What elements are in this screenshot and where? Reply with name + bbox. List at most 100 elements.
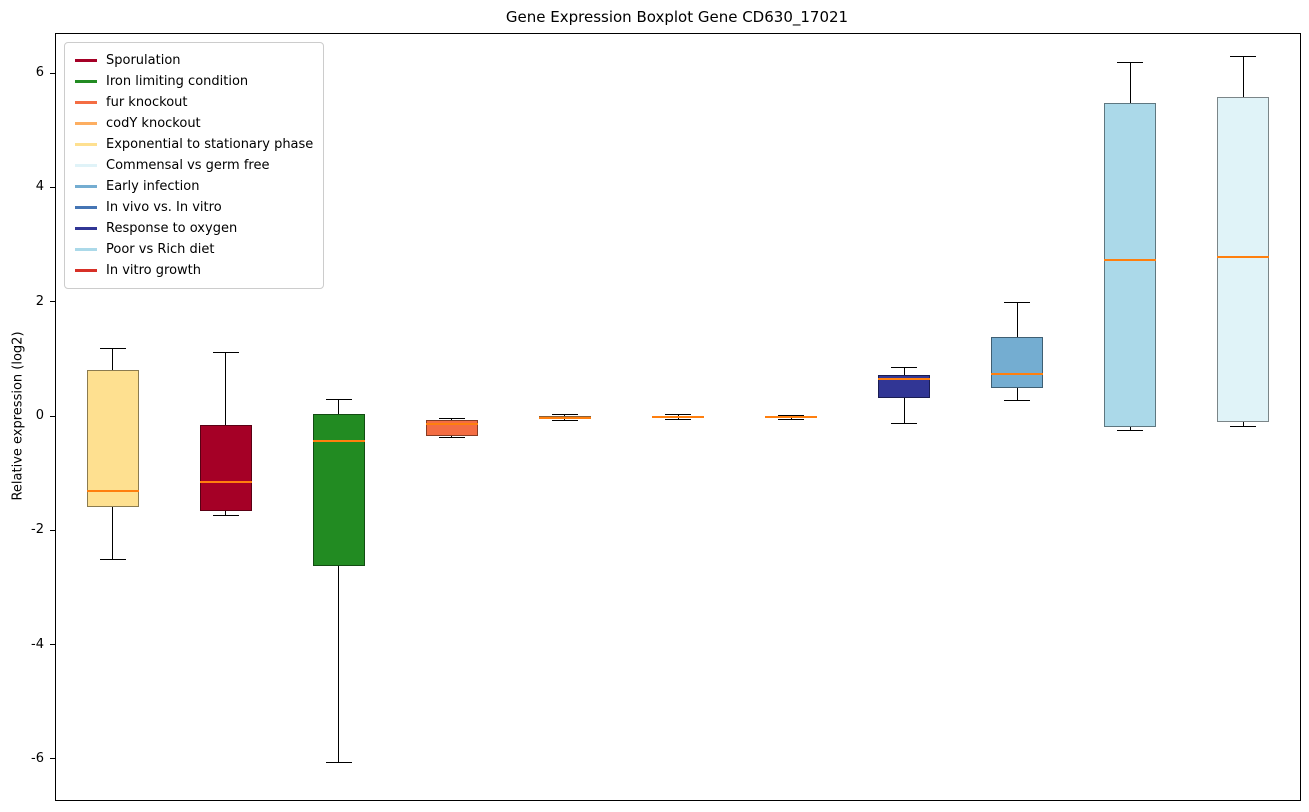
- legend-label: In vivo vs. In vitro: [106, 200, 222, 215]
- y-tick-mark: [50, 301, 55, 303]
- median-line: [538, 416, 591, 419]
- y-tick-label: 6: [35, 65, 44, 80]
- whisker-upper: [338, 399, 340, 415]
- legend-swatch: [75, 164, 97, 167]
- legend-swatch: [75, 269, 97, 272]
- whisker-cap-lower: [325, 762, 352, 764]
- legend-label: fur knockout: [106, 95, 188, 110]
- legend-swatch: [75, 206, 97, 209]
- median-line: [425, 422, 478, 425]
- legend-label: Exponential to stationary phase: [106, 137, 314, 152]
- whisker-cap-lower: [1230, 426, 1257, 428]
- whisker-cap-upper: [1004, 302, 1031, 304]
- whisker-cap-lower: [1117, 430, 1144, 432]
- whisker-lower: [1242, 422, 1244, 427]
- y-tick-label: 2: [35, 293, 44, 309]
- legend-swatch: [75, 185, 97, 188]
- median-line: [86, 490, 139, 493]
- whisker-upper: [112, 348, 114, 371]
- median-line: [1217, 255, 1270, 258]
- legend-item: Poor vs Rich diet: [75, 239, 313, 260]
- y-tick-label: -2: [31, 522, 44, 538]
- legend-swatch: [75, 227, 97, 230]
- whisker-lower: [1129, 426, 1131, 431]
- whisker-cap-lower: [438, 437, 465, 439]
- whisker-cap-lower: [212, 514, 239, 516]
- box-poor-vs-rich-diet: [1104, 102, 1157, 427]
- y-tick-label: 0: [35, 408, 44, 423]
- y-tick-mark: [50, 644, 55, 646]
- legend-item: codY knockout: [75, 113, 313, 134]
- whisker-cap-lower: [778, 419, 805, 421]
- whisker-cap-lower: [551, 419, 578, 421]
- box-sporulation: [199, 425, 252, 512]
- legend-swatch: [75, 122, 97, 125]
- legend-item: fur knockout: [75, 92, 313, 113]
- legend-label: Early infection: [106, 179, 200, 194]
- whisker-lower: [903, 398, 905, 424]
- whisker-cap-lower: [99, 559, 126, 561]
- legend-label: Response to oxygen: [106, 221, 238, 236]
- whisker-lower: [112, 506, 114, 560]
- box-commensal-vs-germ-free: [1217, 96, 1270, 423]
- whisker-upper: [225, 352, 227, 425]
- whisker-lower: [338, 565, 340, 763]
- legend-label: Poor vs Rich diet: [106, 242, 215, 257]
- y-tick-label: 4: [35, 179, 44, 195]
- legend-swatch: [75, 59, 97, 62]
- whisker-cap-upper: [891, 366, 918, 368]
- legend: Sporulation Iron limiting condition fur kn…: [64, 42, 325, 289]
- whisker-cap-upper: [99, 347, 126, 349]
- whisker-cap-lower: [665, 419, 691, 421]
- whisker-cap-lower: [891, 423, 918, 425]
- whisker-lower: [564, 418, 566, 421]
- legend-item: Commensal vs germ free: [75, 155, 313, 176]
- legend-label: Sporulation: [106, 53, 181, 68]
- y-tick-label: -6: [31, 750, 44, 766]
- whisker-cap-upper: [551, 414, 578, 416]
- whisker-cap-lower: [1004, 400, 1031, 402]
- whisker-upper: [1016, 302, 1018, 337]
- y-tick-mark: [50, 72, 55, 74]
- plot-area: Sporulation Iron limiting condition fur kn…: [55, 33, 1301, 801]
- y-tick-mark: [50, 415, 55, 417]
- y-tick-mark: [50, 758, 55, 760]
- box-exponential-to-stationary-phase: [86, 370, 139, 507]
- legend-label: Iron limiting condition: [106, 74, 249, 89]
- box-response-to-oxygen: [878, 375, 931, 399]
- whisker-cap-upper: [438, 418, 465, 420]
- legend-item: Sporulation: [75, 50, 313, 71]
- median-line: [312, 440, 365, 442]
- legend-label: Commensal vs germ free: [106, 158, 270, 173]
- box-early-infection: [991, 336, 1044, 389]
- whisker-cap-upper: [325, 399, 352, 401]
- y-tick-mark: [50, 529, 55, 531]
- legend-item: Iron limiting condition: [75, 71, 313, 92]
- whisker-lower: [225, 511, 227, 516]
- whisker-upper: [903, 367, 905, 376]
- whisker-lower: [1016, 388, 1018, 401]
- legend-swatch: [75, 101, 97, 104]
- legend-swatch: [75, 143, 97, 146]
- whisker-lower: [790, 418, 792, 420]
- legend-swatch: [75, 248, 97, 251]
- legend-label: codY knockout: [106, 116, 201, 131]
- y-tick-label: -4: [31, 636, 44, 652]
- whisker-upper: [1242, 56, 1244, 97]
- whisker-lower: [451, 435, 453, 438]
- chart-title: Gene Expression Boxplot Gene CD630_17021: [505, 8, 849, 26]
- whisker-cap-upper: [1117, 62, 1144, 64]
- whisker-lower: [677, 418, 679, 420]
- whisker-cap-upper: [778, 414, 805, 416]
- legend-item: In vitro growth: [75, 260, 313, 281]
- y-tick-mark: [50, 186, 55, 188]
- median-line: [765, 416, 818, 418]
- whisker-upper: [451, 418, 453, 421]
- median-line: [991, 372, 1044, 375]
- legend-item: Exponential to stationary phase: [75, 134, 313, 155]
- whisker-upper: [1129, 62, 1131, 103]
- legend-item: In vivo vs. In vitro: [75, 197, 313, 218]
- whisker-cap-upper: [212, 352, 239, 354]
- legend-item: Response to oxygen: [75, 218, 313, 239]
